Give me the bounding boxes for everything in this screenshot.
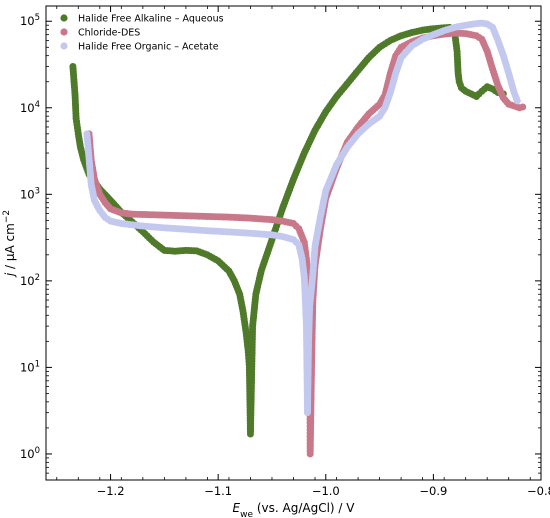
y-tick-label: 104 [20,100,40,115]
x-axis-label-sub: we [240,510,253,518]
legend: Halide Free Alkaline – Aqueous Chloride-… [60,14,224,53]
series-2 [83,19,521,417]
legend-marker [60,42,68,50]
x-tick-label: −1.2 [97,484,125,498]
y-tick-label: 105 [20,13,40,28]
series-0 [69,23,507,438]
y-tick-label: 101 [20,359,40,374]
series-layer [69,19,527,458]
legend-label: Chloride-DES [78,28,140,39]
y-axis-label: j / µA cm−2 [2,210,17,278]
x-tick-label: −0.8 [527,484,550,498]
legend-entry: Halide Free Alkaline – Aqueous [60,14,224,25]
y-axis-label-sup: −2 [2,210,12,223]
x-axis-label-rest: (vs. Ag/AgCl) / V [253,501,355,515]
y-tick-label: 103 [20,186,40,201]
x-tick-label: −1.1 [204,484,232,498]
legend-marker [60,14,68,22]
x-tick-label: −0.9 [419,484,447,498]
data-point [513,97,521,105]
x-tick-label: −1.0 [312,484,340,498]
x-axis-label-main: E [233,501,241,515]
legend-label: Halide Free Organic – Acetate [78,42,219,53]
legend-marker [60,28,68,36]
legend-label: Halide Free Alkaline – Aqueous [78,14,224,25]
ticks-layer: −1.2 −1.1 −1.0 −0.9 −0.8 100 101 102 103 104 105 [20,6,550,498]
y-tick-label: 102 [20,273,40,288]
legend-entry: Halide Free Organic – Acetate [60,42,219,53]
y-axis-label-rest: / µA cm [3,223,17,273]
y-tick-label: 100 [20,446,40,461]
x-axis-label: Ewe (vs. Ag/AgCl) / V [233,501,356,518]
data-point [519,103,527,111]
legend-entry: Chloride-DES [60,28,140,39]
y-axis-label-prefix: j [3,272,17,278]
